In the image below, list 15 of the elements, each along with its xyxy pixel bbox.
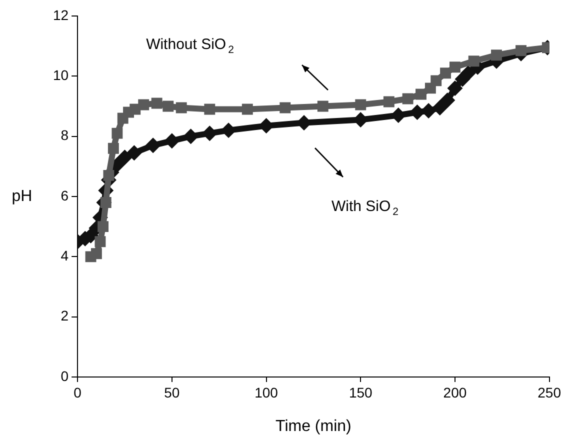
y-tick-label: 2 [60,308,69,324]
x-tick-label: 250 [538,384,562,400]
y-tick-label: 6 [60,187,69,204]
x-axis-title: Time (min) [276,418,352,435]
y-tick-label: 0 [60,368,69,384]
y-tick-label: 10 [52,67,69,84]
x-tick-label: 0 [74,384,82,400]
y-tick-label: 8 [60,127,69,144]
x-tick-label: 200 [443,384,467,400]
y-axis-title: pH [12,188,32,205]
x-tick-label: 50 [164,384,180,400]
y-tick-label: 4 [60,248,69,264]
x-tick-label: 100 [254,384,278,400]
x-tick-label: 150 [348,384,373,400]
y-tick-label: 12 [52,6,69,23]
